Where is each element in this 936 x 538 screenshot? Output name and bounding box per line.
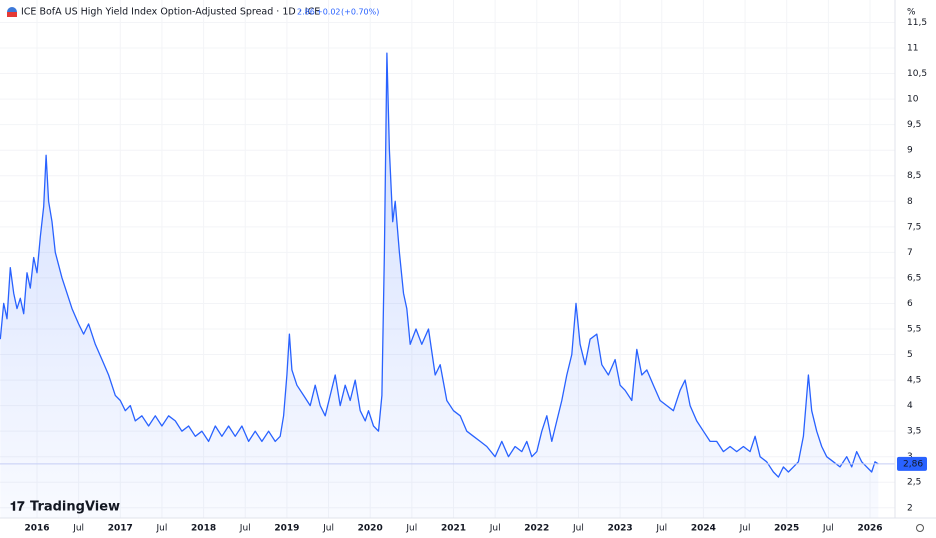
y-tick-label: 3,5 — [907, 427, 921, 437]
x-tick-label: Jul — [239, 524, 251, 534]
x-tick-label: 2017 — [108, 524, 133, 534]
change: +0.02 — [316, 8, 341, 17]
area-fill — [0, 53, 879, 518]
x-tick-label: Jul — [156, 524, 168, 534]
x-tick-label: 2018 — [191, 524, 216, 534]
last-value-label: 2,86 — [903, 459, 923, 469]
x-tick-label: 2024 — [691, 524, 716, 534]
y-tick-label: 8,5 — [907, 171, 921, 181]
y-tick-label: 2 — [907, 503, 913, 513]
x-tick-label: 2021 — [441, 524, 466, 534]
chart-title: ICE BofA US High Yield Index Option-Adju… — [21, 7, 320, 18]
y-tick-label: 5 — [907, 350, 913, 360]
x-tick-label: Jul — [572, 524, 584, 534]
x-tick-label: Jul — [822, 524, 834, 534]
y-tick-label: 11,5 — [907, 18, 927, 28]
y-tick-label: 7 — [907, 248, 913, 258]
settings-icon[interactable] — [916, 524, 924, 532]
y-tick-label: 6,5 — [907, 273, 921, 283]
x-tick-label: Jul — [322, 524, 334, 534]
x-tick-label: 2022 — [524, 524, 549, 534]
y-tick-label: 8 — [907, 197, 913, 207]
x-tick-label: Jul — [405, 524, 417, 534]
y-tick-label: 4,5 — [907, 376, 921, 386]
x-tick-label: 2020 — [358, 524, 383, 534]
flag-icon-stripe — [7, 12, 17, 17]
change-pct: (+0.70%) — [341, 8, 379, 17]
y-tick-label: 6 — [907, 299, 913, 309]
x-tick-label: Jul — [489, 524, 501, 534]
x-tick-label: 2025 — [774, 524, 799, 534]
y-tick-label: 4 — [907, 401, 913, 411]
brand: TradingView — [30, 500, 120, 515]
logo-mark: 𝟏𝟕 — [10, 500, 25, 515]
unit-label: % — [907, 8, 916, 18]
y-tick-label: 9,5 — [907, 120, 921, 130]
x-tick-label: 2019 — [274, 524, 299, 534]
y-tick-label: 11 — [907, 44, 918, 54]
last-value-box — [897, 456, 927, 471]
y-tick-label: 7,5 — [907, 222, 921, 232]
y-tick-label: 9 — [907, 146, 913, 156]
price: 2.86 — [297, 8, 315, 17]
x-tick-label: 2026 — [857, 524, 882, 534]
x-tick-label: Jul — [739, 524, 751, 534]
x-tick-label: 2016 — [24, 524, 49, 534]
x-tick-label: Jul — [72, 524, 84, 534]
line — [0, 52, 879, 478]
x-tick-label: Jul — [655, 524, 667, 534]
plot — [0, 52, 895, 518]
y-tick-label: 2,5 — [907, 478, 921, 488]
y-tick-label: 10,5 — [907, 69, 927, 79]
y-tick-label: 10 — [907, 95, 919, 105]
x-tick-label: 2023 — [608, 524, 633, 534]
y-tick-label: 5,5 — [907, 324, 921, 334]
